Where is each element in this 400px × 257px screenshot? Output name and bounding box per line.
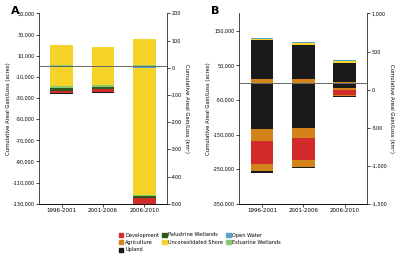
Bar <box>251 83 273 84</box>
Bar <box>92 47 114 66</box>
Bar <box>92 89 114 93</box>
Bar <box>133 195 156 196</box>
Y-axis label: Cumulative Areal Gain/Loss (km²): Cumulative Areal Gain/Loss (km²) <box>390 64 394 153</box>
Text: B: B <box>211 6 220 16</box>
Bar <box>133 206 156 208</box>
Bar <box>50 67 73 86</box>
Bar <box>92 87 114 89</box>
Bar <box>50 66 73 67</box>
Bar <box>251 84 273 129</box>
Bar <box>50 93 73 94</box>
Y-axis label: Cumulative Areal Gain/Loss (km²): Cumulative Areal Gain/Loss (km²) <box>184 64 189 153</box>
Bar <box>133 65 156 66</box>
Bar <box>251 129 273 141</box>
Bar <box>333 83 356 84</box>
Bar <box>292 138 315 160</box>
Bar <box>251 40 273 78</box>
Bar <box>333 61 356 63</box>
Bar <box>292 45 315 79</box>
Bar <box>50 88 73 91</box>
Bar <box>292 160 315 167</box>
Bar <box>333 90 356 95</box>
Y-axis label: Cumulative Areal Gain/Loss (acres): Cumulative Areal Gain/Loss (acres) <box>206 62 211 155</box>
Bar <box>251 164 273 171</box>
Text: A: A <box>11 6 19 16</box>
Bar <box>133 66 156 68</box>
Bar <box>133 39 156 65</box>
Bar <box>333 95 356 96</box>
Bar <box>50 91 73 93</box>
Bar <box>292 42 315 43</box>
Bar <box>251 38 273 39</box>
Bar <box>92 66 114 67</box>
Bar <box>333 96 356 97</box>
Bar <box>133 198 156 206</box>
Bar <box>333 84 356 88</box>
Bar <box>251 39 273 40</box>
Y-axis label: Cumulative Areal Gain/Loss (acres): Cumulative Areal Gain/Loss (acres) <box>6 62 10 155</box>
Bar <box>50 45 73 66</box>
Bar <box>292 83 315 84</box>
Bar <box>92 85 114 87</box>
Bar <box>251 141 273 164</box>
Bar <box>292 79 315 83</box>
Bar <box>133 68 156 195</box>
Bar <box>92 67 114 85</box>
Bar <box>292 128 315 138</box>
Bar <box>333 88 356 90</box>
Bar <box>292 43 315 45</box>
Bar <box>333 60 356 61</box>
Bar <box>50 86 73 88</box>
Bar <box>251 171 273 173</box>
Bar <box>251 78 273 83</box>
Bar <box>333 63 356 82</box>
Bar <box>292 84 315 128</box>
Bar <box>133 196 156 198</box>
Legend: Development, Agriculture, Upland, Palustrine Wetlands, Unconsolidated Shore, Ope: Development, Agriculture, Upland, Palust… <box>117 231 283 254</box>
Bar <box>333 82 356 83</box>
Bar <box>292 167 315 168</box>
